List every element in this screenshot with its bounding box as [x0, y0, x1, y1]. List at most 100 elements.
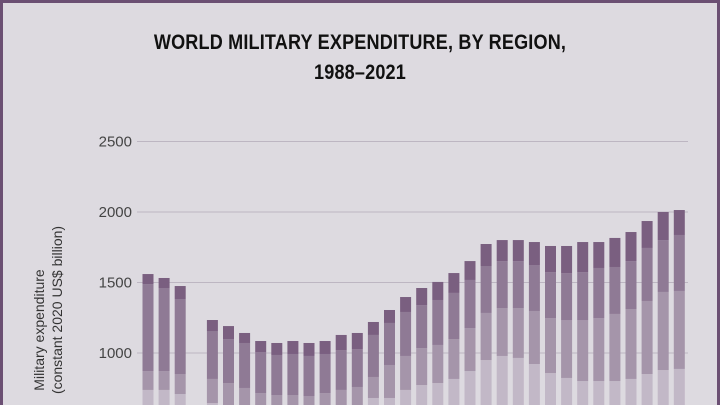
bar-group-2021: [673, 210, 685, 405]
bar-2012-segment-4: [528, 242, 540, 266]
bar-2010-segment-4: [496, 240, 508, 262]
bar-2008-segment-2: [464, 328, 476, 372]
bar-group-1994: [239, 332, 251, 405]
bar-2004-segment-1: [400, 389, 412, 405]
bar-1999-segment-2: [319, 393, 331, 405]
y-tick-label-1500: 1500: [99, 275, 132, 292]
bar-group-2017: [609, 237, 621, 405]
bar-1989-segment-3: [158, 287, 170, 372]
bar-2011-segment-3: [512, 261, 524, 309]
bar-2015-segment-1: [577, 381, 589, 405]
bar-1995-segment-3: [255, 352, 267, 394]
bar-2006-segment-1: [432, 383, 444, 405]
bar-2001-segment-3: [351, 349, 363, 387]
bar-1990-segment-3: [174, 298, 186, 375]
bar-group-2010: [496, 240, 508, 405]
bar-2009-segment-1: [480, 360, 492, 405]
bar-1990-segment-4: [174, 286, 186, 299]
bar-group-2013: [545, 245, 556, 405]
bar-group-2006: [432, 281, 444, 405]
bar-1998-segment-4: [303, 342, 315, 356]
bar-group-2004: [400, 297, 412, 405]
bar-group-1999: [319, 341, 331, 405]
bar-1995-segment-2: [255, 393, 267, 405]
bar-2002-segment-2: [367, 376, 379, 398]
bar-group-1997: [287, 341, 299, 405]
bar-1999-segment-4: [319, 341, 331, 354]
bar-group-2001: [351, 332, 363, 405]
bar-2005-segment-4: [416, 287, 428, 306]
bar-group-2012: [528, 242, 540, 405]
bar-2007-segment-3: [448, 292, 460, 340]
bar-1993-segment-3: [223, 339, 234, 384]
bar-2013-segment-3: [545, 272, 556, 319]
bar-2008-segment-1: [464, 371, 476, 405]
bar-2019-segment-3: [641, 247, 653, 301]
bar-2021-segment-2: [673, 290, 685, 369]
bar-2019-segment-2: [641, 300, 653, 375]
bar-2020-segment-2: [657, 291, 669, 371]
bar-1998-segment-2: [303, 396, 315, 405]
bar-1988-segment-1: [142, 389, 154, 405]
bar-2001-segment-4: [351, 332, 363, 350]
bar-2009-segment-3: [480, 266, 492, 313]
bar-group-2018: [625, 232, 637, 405]
bar-2013-segment-2: [545, 318, 556, 374]
bar-1997-segment-2: [287, 395, 299, 405]
bar-2017-segment-4: [609, 237, 621, 267]
bar-1989-segment-1: [158, 389, 170, 405]
bar-group-2002: [367, 321, 379, 405]
bar-1993-segment-4: [223, 326, 234, 340]
bar-2003-segment-1: [384, 397, 395, 405]
bar-2020-segment-3: [657, 240, 669, 292]
bar-group-1988: [142, 274, 154, 405]
bar-2009-segment-2: [480, 312, 492, 361]
bar-2007-segment-1: [448, 378, 460, 405]
bar-2004-segment-4: [400, 297, 412, 312]
bar-2019-segment-1: [641, 374, 653, 405]
bar-2014-segment-4: [561, 245, 573, 274]
bar-1995-segment-4: [255, 341, 267, 353]
bar-2010-segment-1: [496, 355, 508, 405]
bar-2001-segment-2: [351, 386, 363, 405]
bar-1994-segment-4: [239, 332, 251, 343]
bar-2015-segment-2: [577, 320, 589, 382]
bar-2004-segment-2: [400, 355, 412, 390]
bar-2003-segment-4: [384, 309, 395, 323]
bar-group-2008: [464, 261, 476, 405]
bar-2002-segment-1: [367, 397, 379, 405]
bar-2011-segment-2: [512, 308, 524, 358]
bar-2005-segment-3: [416, 305, 428, 349]
bar-1994-segment-2: [239, 387, 251, 405]
bar-group-1992: [206, 320, 218, 405]
bar-1988-segment-3: [142, 284, 154, 372]
bar-group-2009: [480, 244, 492, 405]
bar-group-2005: [416, 287, 428, 405]
bar-2017-segment-2: [609, 313, 621, 382]
bar-1989-segment-4: [158, 277, 170, 288]
bar-2016-segment-3: [593, 267, 605, 319]
bar-2008-segment-3: [464, 279, 476, 329]
y-tick-label-2500: 2500: [99, 134, 132, 151]
y-axis-label-line-2: (constant 2020 US$ billion): [49, 226, 65, 394]
bar-2007-segment-4: [448, 273, 460, 293]
bar-2021-segment-3: [673, 234, 685, 291]
bar-2005-segment-2: [416, 348, 428, 386]
bar-1998-segment-3: [303, 355, 315, 397]
bar-group-1996: [271, 342, 283, 405]
bar-2000-segment-3: [335, 350, 347, 390]
bar-2006-segment-3: [432, 299, 444, 345]
bar-1997-segment-4: [287, 341, 299, 354]
bar-2003-segment-2: [384, 364, 395, 398]
bar-2014-segment-3: [561, 273, 573, 321]
bar-1992-segment-4: [206, 320, 218, 332]
bar-2002-segment-4: [367, 321, 379, 335]
bar-2014-segment-1: [561, 377, 573, 405]
bar-2000-segment-4: [335, 334, 347, 351]
bar-group-2000: [335, 334, 347, 405]
bar-2006-segment-4: [432, 281, 444, 300]
bar-2002-segment-3: [367, 334, 379, 377]
bar-2008-segment-4: [464, 261, 476, 280]
bar-group-1995: [255, 341, 267, 405]
